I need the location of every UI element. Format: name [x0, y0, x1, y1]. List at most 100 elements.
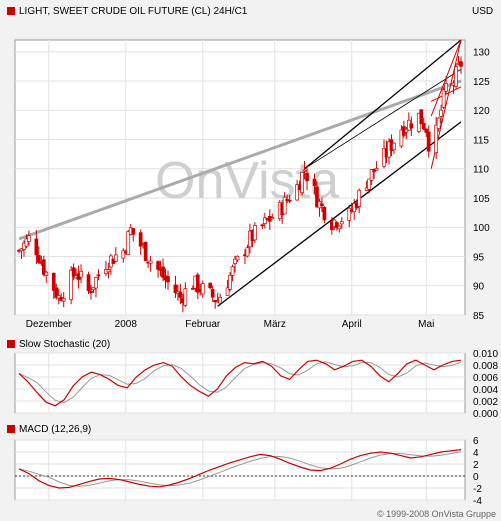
candle-body [228, 274, 232, 290]
stochastic-y-tick-label: 0.000 [473, 409, 498, 420]
main-legend-swatch [7, 7, 15, 15]
candle-body [374, 168, 379, 171]
candle-body [106, 269, 111, 273]
stochastic-lines [18, 359, 462, 407]
candle-body [404, 128, 409, 133]
macd-grid [15, 439, 465, 501]
price-y-tick-label: 125 [473, 77, 490, 88]
trendline-channel-mid [304, 68, 462, 170]
candle-body [369, 169, 374, 181]
candle-body [262, 217, 267, 224]
candle-body [421, 123, 426, 130]
macd-y-tick-label: 0 [473, 472, 479, 483]
candle-body [138, 232, 143, 247]
macd-y-tick-label: -2 [473, 484, 482, 495]
candle-body [86, 274, 91, 291]
candle-body [334, 222, 339, 228]
price-y-tick-label: 85 [473, 311, 485, 322]
macd-y-tick-label: 4 [473, 448, 479, 459]
price-y-tick-label: 110 [473, 165, 489, 176]
stochastic-y-tick-label: 0.010 [473, 349, 498, 360]
candle-body [148, 260, 153, 264]
candle-body [302, 169, 307, 172]
candle-body [233, 258, 237, 264]
price-y-tick-label: 90 [473, 282, 485, 293]
macd-lines [18, 449, 462, 489]
candle-body [454, 66, 458, 87]
price-grid [15, 40, 465, 316]
candle-body [89, 290, 93, 294]
candle-body [143, 241, 148, 261]
price-y-tick-label: 105 [473, 194, 490, 205]
macd-title: MACD (12,26,9) [19, 424, 91, 435]
price-y-tick-label: 95 [473, 252, 485, 263]
candle-body [260, 224, 265, 227]
candle-body [166, 276, 170, 283]
price-y-tick-label: 130 [473, 48, 490, 59]
candle-body [287, 199, 292, 202]
candle-body [295, 184, 299, 201]
candle-body [71, 267, 76, 277]
price-x-tick-label: April [342, 319, 362, 330]
macd-main-line [18, 449, 462, 489]
candle-body [27, 235, 31, 242]
candle-body [44, 271, 49, 276]
candle-body [409, 123, 414, 129]
stochastic-y-tick-label: 0.002 [473, 397, 498, 408]
candle-body [183, 288, 188, 306]
candle-body [322, 206, 327, 221]
candle-body [178, 291, 183, 298]
candle-body [54, 287, 59, 298]
candle-body [382, 147, 386, 167]
price-y-ticks: 85 90 95 100 105 110 115 120 125 130 [473, 48, 490, 322]
candle-body [225, 287, 230, 297]
price-x-tick-label: Februar [185, 319, 221, 330]
candle-body [24, 238, 29, 247]
candle-body [121, 250, 126, 259]
candle-body [300, 171, 304, 193]
candle-body [131, 228, 136, 235]
candle-body [235, 255, 240, 261]
price-x-tick-label: 2008 [115, 319, 138, 330]
price-x-tick-label: März [264, 319, 286, 330]
candle-body [337, 225, 342, 230]
candle-body [245, 247, 250, 257]
macd-plot-area [14, 439, 466, 501]
trendline-long-term [18, 79, 462, 241]
candle-body [94, 277, 98, 289]
candle-body [305, 173, 309, 182]
main-title: LIGHT, SWEET CRUDE OIL FUTURE (CL) 24H/C… [19, 6, 248, 17]
price-x-tick-label: Mai [418, 319, 434, 330]
stochastic-y-tick-label: 0.004 [473, 385, 498, 396]
candle-body [434, 124, 439, 153]
candle-body [367, 178, 371, 190]
candle-body [357, 189, 362, 207]
candle-body [230, 266, 235, 276]
currency-label: USD [472, 6, 493, 17]
candle-body [79, 270, 83, 278]
price-y-tick-label: 115 [473, 135, 489, 146]
candle-body [439, 109, 443, 117]
price-plot-area [14, 39, 466, 316]
macd-y-tick-label: 6 [473, 436, 479, 447]
candle-body [459, 61, 463, 67]
macd-signal-line [18, 451, 462, 487]
candle-body [19, 248, 24, 252]
candle-body [161, 266, 165, 278]
candle-body [339, 221, 344, 225]
copyright-footer: © 1999-2008 OnVista Gruppe [377, 509, 496, 519]
stochastic-y-tick-label: 0.006 [473, 373, 498, 384]
candle-body [315, 186, 319, 208]
candle-body [113, 254, 118, 262]
candle-body [253, 224, 257, 241]
trendline-channel-lower [217, 121, 462, 307]
candle-body [347, 207, 352, 221]
macd-y-tick-label: 2 [473, 460, 479, 471]
candlesticks [17, 55, 463, 313]
candle-body [41, 259, 46, 275]
candle-body [96, 274, 101, 277]
